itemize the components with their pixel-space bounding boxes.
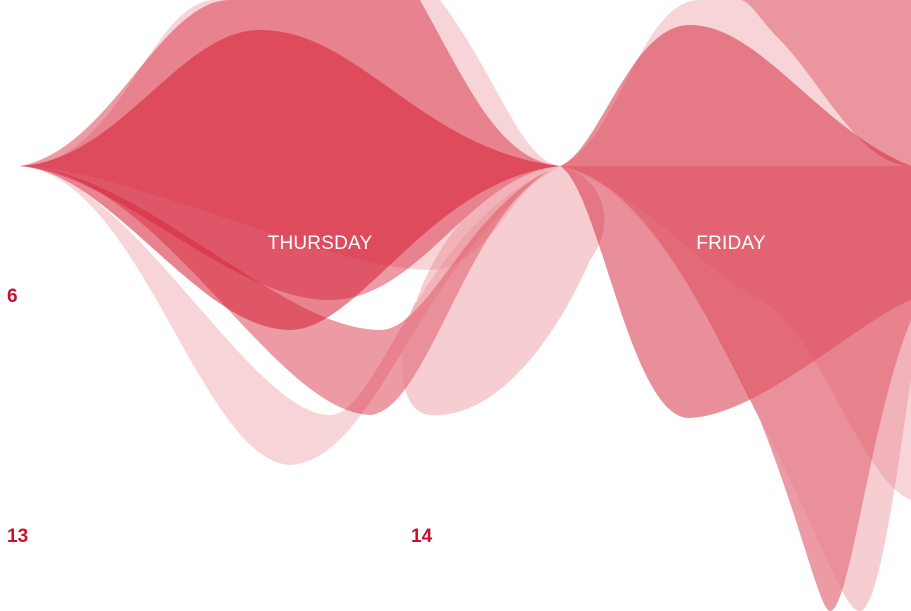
wave-ribbon (20, 166, 560, 465)
day-label-friday: FRIDAY (696, 233, 766, 254)
wave-ribbon (740, 0, 911, 166)
wave-ribbon (560, 166, 911, 611)
date-number: 6 (7, 286, 18, 307)
date-number: 7 (411, 286, 422, 307)
thursday-wave (20, 0, 605, 465)
friday-wave (560, 0, 911, 611)
day-label-thursday: THURSDAY (267, 233, 373, 254)
date-number: 13 (7, 526, 29, 547)
date-number: 14 (411, 526, 433, 547)
wave-ribbon (560, 166, 911, 611)
wave-ribbon (20, 30, 560, 330)
wave-ribbon (402, 166, 605, 416)
wave-ribbon (20, 166, 560, 415)
wave-ribbon (560, 25, 911, 419)
